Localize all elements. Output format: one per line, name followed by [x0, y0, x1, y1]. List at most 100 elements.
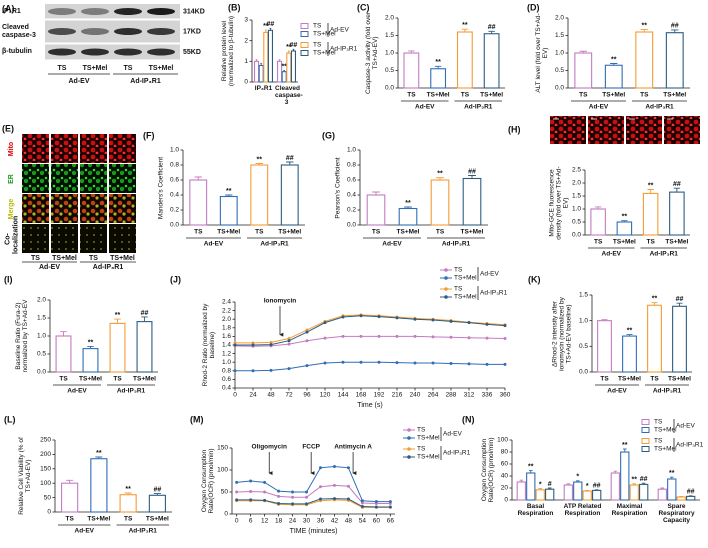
x-tick-label: TS+Mel	[133, 376, 156, 383]
error-bar	[124, 492, 132, 495]
y-tick-label: 0.0	[170, 222, 179, 229]
data-point	[263, 498, 267, 502]
legend-label: TS	[654, 438, 663, 445]
bar	[616, 221, 633, 236]
group-label: Ad-IP₃R1	[442, 241, 471, 248]
bar	[290, 50, 297, 83]
significance: #	[548, 481, 552, 488]
panel-label: (J)	[170, 274, 181, 284]
data-point	[249, 479, 253, 483]
error-bar	[408, 50, 415, 53]
bar	[430, 179, 450, 226]
bar	[635, 31, 654, 89]
y-tick-label: 0.5	[572, 219, 581, 226]
error-bar	[286, 161, 294, 165]
legend-label: TS+Mel	[654, 427, 677, 434]
x-tick-label: TS	[124, 516, 133, 523]
y-axis-label: Mito-GCE fluorescence density (fold over…	[548, 165, 570, 240]
x-tick-label: TS+Mel	[618, 376, 641, 383]
error-bar	[538, 488, 543, 490]
bar	[456, 31, 473, 89]
group-label: Ad-IP₃R1	[260, 241, 289, 248]
data-point	[235, 490, 239, 494]
legend-label: TS+Mel	[654, 446, 677, 453]
blot-band	[81, 28, 109, 35]
x-tick-label: TS+Mel	[461, 229, 484, 236]
significance: **	[96, 450, 102, 457]
microscopy-row-label: ER	[8, 173, 16, 184]
legend-group: Ad-EV	[676, 423, 695, 430]
x-tick-label: ATP Related Respiration	[563, 503, 602, 518]
significance: **	[528, 463, 534, 470]
data-point	[323, 361, 327, 365]
error-bar	[622, 448, 627, 452]
data-point	[449, 361, 453, 365]
data-point	[233, 341, 237, 345]
legend-group: Ad-EV	[480, 271, 499, 278]
error-bar	[594, 206, 602, 209]
significance: **	[226, 188, 232, 195]
x-tick-label: 0	[235, 518, 239, 525]
micrograph	[550, 116, 586, 144]
y-tick-label: 2.4	[222, 299, 231, 306]
event-label: Ionomycin	[264, 298, 297, 305]
significance: **	[632, 477, 638, 484]
legend-group: Ad-EV	[330, 27, 349, 34]
x-tick-label: 54	[359, 518, 367, 525]
error-bar	[468, 175, 476, 179]
bar	[582, 490, 592, 501]
significance: **	[435, 59, 441, 66]
data-point	[235, 498, 239, 502]
data-point	[503, 337, 507, 341]
legend-marker	[407, 436, 411, 440]
panel-label: (M)	[190, 414, 204, 424]
data-point	[277, 494, 281, 498]
y-tick-label: 250	[40, 437, 51, 444]
y-tick-label: 60	[501, 461, 509, 468]
x-tick-label: 24	[249, 392, 257, 399]
legend-label: TS	[417, 446, 426, 453]
series-line	[235, 314, 506, 344]
y-tick-label: 1.0	[385, 50, 394, 57]
significance: ##	[267, 21, 275, 28]
legend-marker	[407, 455, 411, 459]
significance: ##	[671, 23, 679, 30]
y-tick-label: 1	[244, 58, 248, 65]
data-point	[388, 505, 392, 509]
bar	[676, 496, 686, 501]
y-tick-label: 0.4	[170, 192, 179, 199]
y-tick-label: 1.0	[579, 317, 588, 324]
error-bar	[255, 59, 258, 62]
data-point	[332, 464, 336, 468]
legend-label: TS	[654, 419, 663, 426]
error-bar	[488, 30, 495, 34]
legend-swatch	[641, 419, 650, 425]
lane-label: TS+Mel	[83, 65, 108, 72]
significance: **	[125, 486, 131, 493]
y-axis-label: Manders's Coefficient	[157, 156, 165, 219]
legend-group: Ad-EV	[443, 431, 462, 438]
blot-size-label: 17KD	[183, 28, 201, 35]
x-tick-label: 0	[233, 392, 237, 399]
y-tick-label: 0.6	[170, 177, 179, 184]
data-point	[249, 490, 253, 494]
error-bar	[225, 194, 233, 197]
series-line	[235, 361, 505, 372]
significance: **	[622, 214, 628, 221]
y-tick-label: 80	[501, 449, 509, 456]
micrograph	[22, 194, 49, 223]
significance: ##	[673, 181, 681, 188]
significance: **	[642, 22, 648, 29]
data-point	[291, 490, 295, 494]
significance: **	[88, 339, 94, 346]
micrograph	[80, 164, 107, 193]
y-tick-label: 0.0	[572, 232, 581, 239]
legend-label: TS	[454, 267, 463, 274]
microscopy-row-label: Mito	[8, 141, 16, 156]
panel-label: (F)	[143, 130, 155, 140]
y-axis-label: Rhod-2 Ratio (normalized by baseline)	[201, 303, 216, 387]
data-point	[467, 321, 471, 325]
data-point	[305, 490, 309, 494]
error-bar	[585, 489, 590, 491]
blot-band	[48, 28, 76, 35]
